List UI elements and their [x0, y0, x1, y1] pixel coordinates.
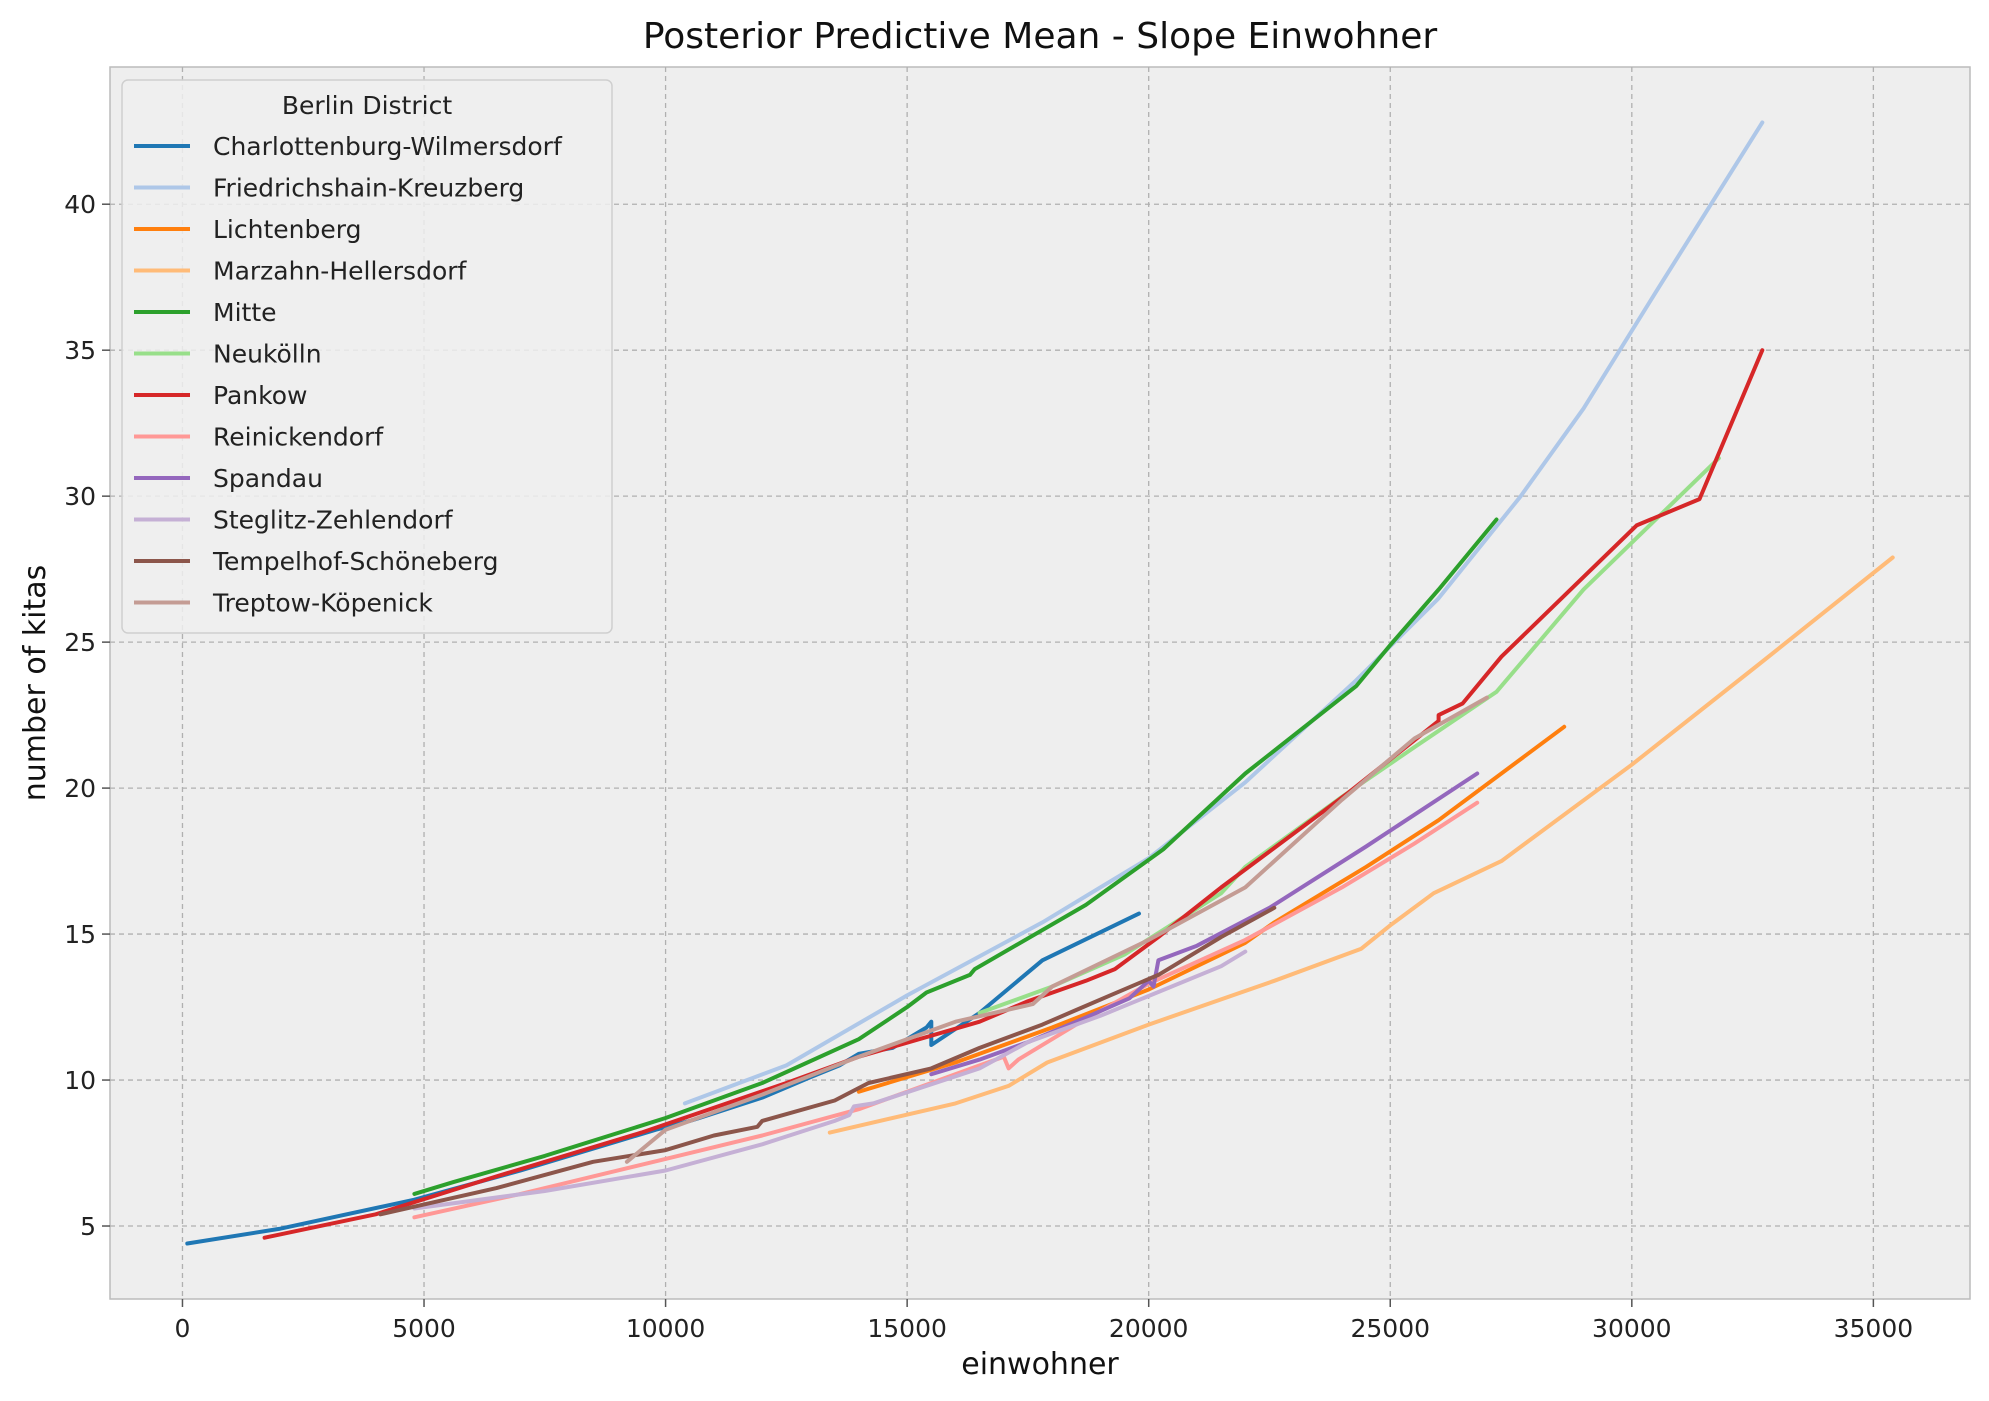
y-tick-label: 30 — [64, 482, 96, 511]
x-tick-label: 0 — [175, 1314, 191, 1343]
x-tick-label: 15000 — [867, 1314, 947, 1343]
legend-items: Charlottenburg-Wilmersdorf Friedrichshain… — [134, 132, 563, 618]
legend-label-lichtenberg: Lichtenberg — [213, 215, 361, 244]
y-tick-label: 35 — [64, 336, 96, 365]
y-tick-label: 10 — [64, 1066, 96, 1095]
x-tick-label: 20000 — [1109, 1314, 1189, 1343]
x-tick-label: 35000 — [1834, 1314, 1914, 1343]
legend-label-tempelhof-schoneberg: Tempelhof-Schöneberg — [212, 547, 499, 576]
legend-label-steglitz-zehlendorf: Steglitz-Zehlendorf — [213, 506, 454, 535]
x-axis-title: einwohner — [961, 1347, 1119, 1382]
y-tick-label: 15 — [64, 920, 96, 949]
series-layer — [185, 120, 1895, 1246]
y-axis-ticks: 5 10 15 20 25 30 35 40 — [64, 190, 110, 1241]
legend-frame — [121, 79, 613, 634]
legend-label-spandau: Spandau — [213, 464, 323, 493]
x-tick-label: 30000 — [1592, 1314, 1672, 1343]
y-tick-label: 5 — [80, 1212, 96, 1241]
series-line-tempelhof-schoneberg — [378, 905, 1277, 1217]
x-tick-label: 25000 — [1350, 1314, 1430, 1343]
chart-title: Posterior Predictive Mean - Slope Einwoh… — [643, 16, 1438, 57]
x-axis-ticks: 0 5000 10000 15000 20000 25000 30000 35000 — [175, 1299, 1914, 1343]
y-axis-title: number of kitas — [18, 565, 53, 802]
legend: Berlin District Charlottenburg-Wilmersdo… — [121, 79, 613, 634]
y-tick-label: 25 — [64, 628, 96, 657]
series-line-marzahn-hellersdorf — [827, 555, 1895, 1135]
legend-label-mitte: Mitte — [213, 298, 277, 327]
series-line-treptow-kopenick — [624, 695, 1489, 1164]
legend-label-reinickendorf: Reinickendorf — [213, 423, 384, 452]
legend-label-neukolln: Neukölln — [213, 340, 322, 369]
legend-label-treptow-kopenick: Treptow-Köpenick — [212, 589, 433, 618]
grid-lines — [110, 67, 1970, 1299]
series-line-mitte — [412, 517, 1499, 1196]
series-line-pankow — [262, 348, 1765, 1240]
legend-title: Berlin District — [282, 91, 452, 120]
series-line-reinickendorf — [412, 800, 1480, 1220]
legend-label-charlottenburg-wilmersdorf: Charlottenburg-Wilmersdorf — [213, 132, 563, 161]
series-line-steglitz-zehlendorf — [412, 949, 1248, 1211]
x-tick-label: 5000 — [392, 1314, 456, 1343]
legend-label-pankow: Pankow — [213, 381, 307, 410]
legend-label-marzahn-hellersdorf: Marzahn-Hellersdorf — [213, 257, 468, 286]
legend-label-friedrichshain-kreuzberg: Friedrichshain-Kreuzberg — [213, 174, 524, 203]
x-tick-label: 10000 — [626, 1314, 706, 1343]
y-tick-label: 40 — [64, 190, 96, 219]
y-tick-label: 20 — [64, 774, 96, 803]
